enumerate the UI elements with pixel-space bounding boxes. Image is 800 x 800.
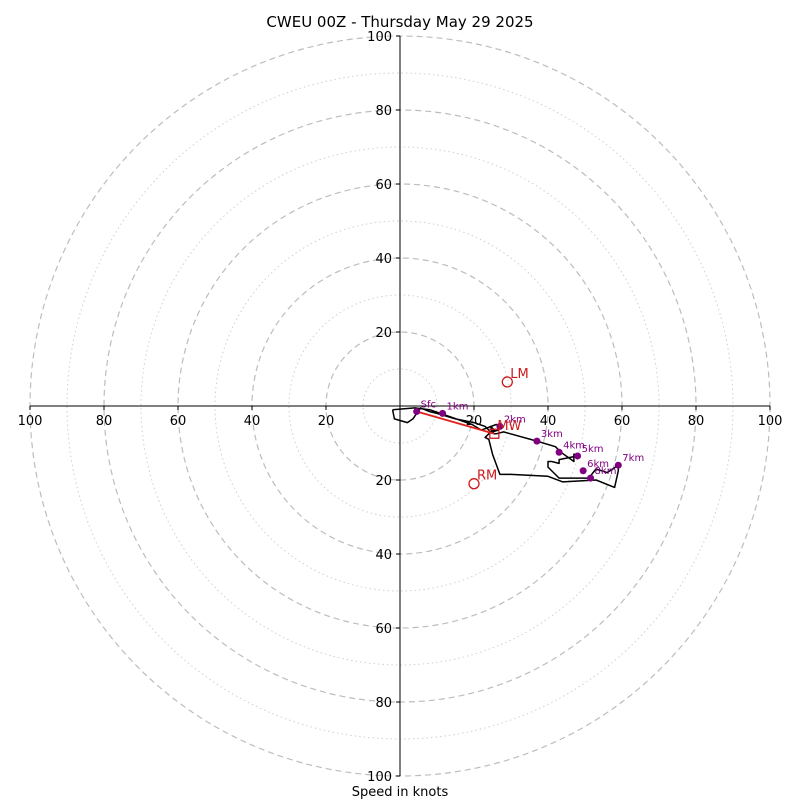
height-marker-label: 7km (622, 453, 644, 464)
height-marker-dot (614, 461, 622, 469)
storm-motion-marker (468, 478, 480, 490)
height-marker-dot (555, 448, 563, 456)
x-tick-label: 100 (18, 414, 43, 429)
x-tick-label: 40 (540, 414, 557, 429)
y-tick-label: 80 (375, 696, 392, 711)
height-marker-dot (496, 422, 504, 430)
y-tick-label: 20 (375, 326, 392, 341)
height-marker-label: 2km (504, 414, 526, 425)
x-tick-label: 20 (318, 414, 335, 429)
height-marker-dot (439, 409, 447, 417)
storm-motion-label: MW (497, 419, 521, 434)
height-marker-dot (579, 467, 587, 475)
height-marker-label: 1km (447, 401, 469, 412)
height-marker-dot (413, 408, 421, 416)
y-tick-label: 60 (375, 178, 392, 193)
x-tick-label: 80 (96, 414, 113, 429)
storm-motions: LM RM MW (468, 367, 529, 490)
y-tick-label: 100 (367, 30, 392, 45)
y-tick-label: 100 (367, 770, 392, 785)
x-tick-label: 20 (466, 414, 483, 429)
x-tick-label: 40 (244, 414, 261, 429)
storm-motion-marker (489, 428, 500, 439)
height-marker-dot (587, 474, 595, 482)
y-tick-label: 40 (375, 252, 392, 267)
height-marker-label: Sfc (421, 400, 436, 411)
shear-vector-group (416, 410, 495, 435)
storm-motion-marker (501, 376, 513, 388)
shear-vector-line (416, 410, 495, 435)
height-marker-label: 8km (595, 466, 617, 477)
x-tick-label: 60 (614, 414, 631, 429)
storm-motion-label: RM (477, 469, 497, 484)
storm-motion-label: LM (510, 367, 528, 382)
y-tick-label: 60 (375, 622, 392, 637)
axes (30, 36, 770, 776)
x-tick-label: 100 (758, 414, 783, 429)
x-tick-label: 60 (170, 414, 187, 429)
y-tick-label: 40 (375, 548, 392, 563)
tick-labels: 100 80 60 40 20 20 40 60 80 100 100 80 60 40 20 20 40 60 8… (18, 30, 783, 785)
height-marker-label: 5km (582, 444, 604, 455)
height-marker-dot (574, 452, 582, 460)
x-axis-label: Speed in knots (352, 785, 449, 800)
y-tick-label: 20 (375, 474, 392, 489)
height-marker-label: 3km (541, 429, 563, 440)
y-tick-label: 80 (375, 104, 392, 119)
height-marker-label: 4km (563, 440, 585, 451)
x-tick-label: 80 (688, 414, 705, 429)
height-marker-dot (533, 437, 541, 445)
chart-title: CWEU 00Z - Thursday May 29 2025 (266, 13, 533, 31)
height-marker-label: 6km (587, 459, 609, 470)
